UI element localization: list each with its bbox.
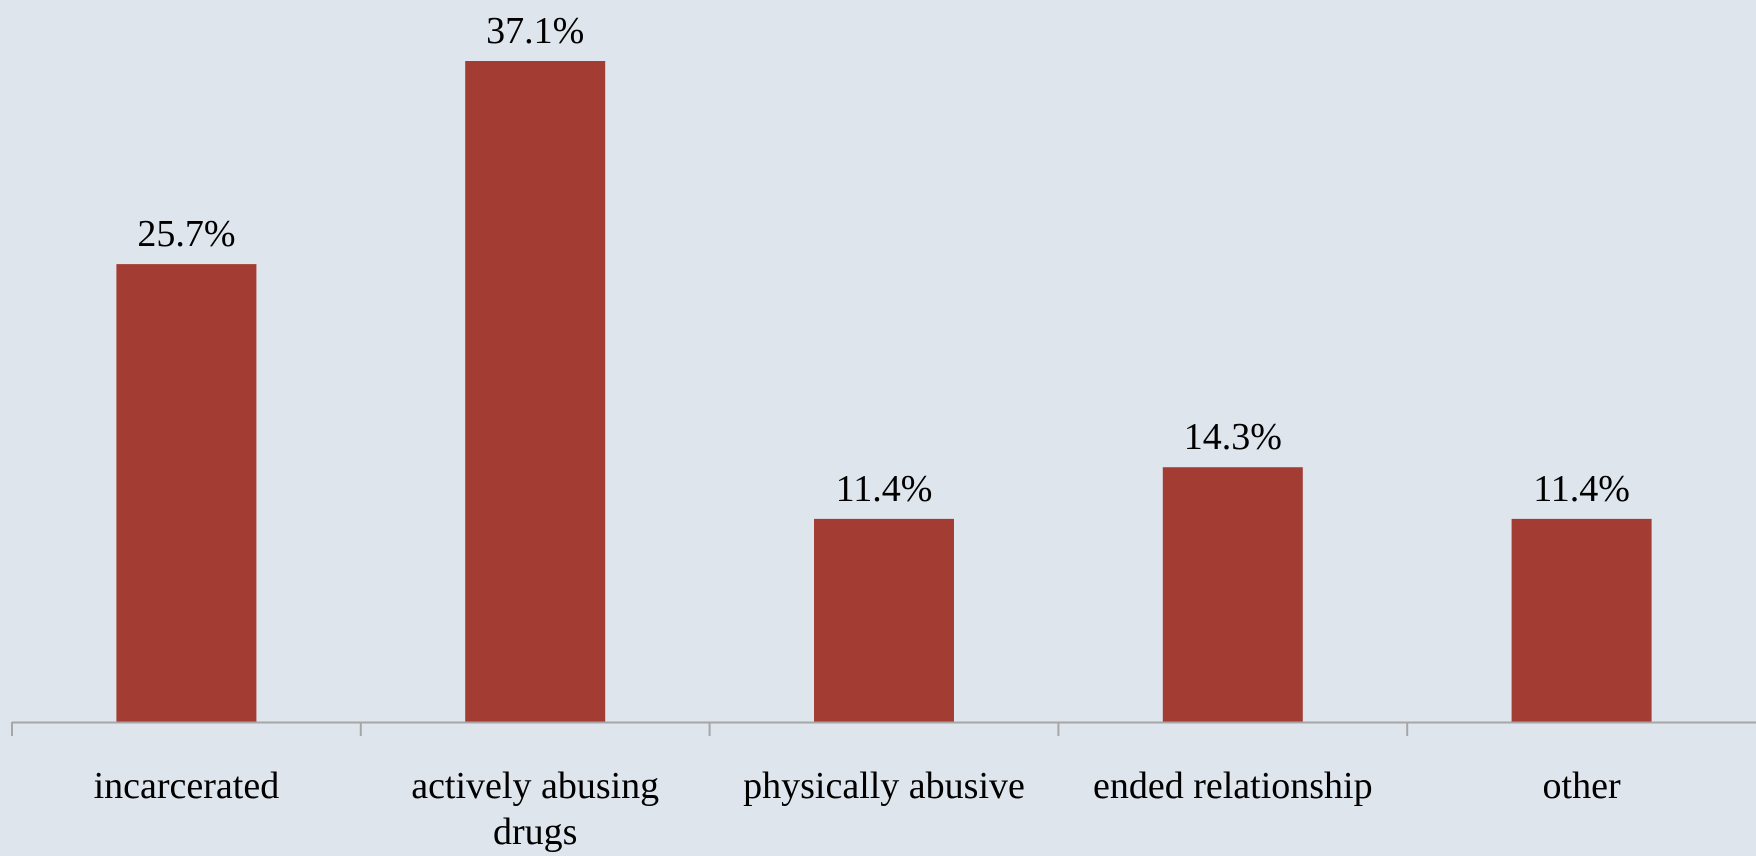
category-label-4: other [1543,765,1621,807]
category-label-line: physically abusive [743,765,1025,807]
category-label-3: ended relationship [1093,765,1373,807]
category-label-line: incarcerated [94,765,280,807]
bars-group [116,61,1652,722]
category-label-line: other [1543,765,1621,807]
value-label-1: 37.1% [486,10,584,52]
value-label-2: 11.4% [836,468,933,510]
bar-4 [1511,518,1652,722]
category-label-0: incarcerated [94,765,280,807]
category-labels-group: incarcerated actively abusing drugs physica… [94,765,1621,853]
value-labels-group: 25.7% 37.1% 11.4% 14.3% 11.4% [137,10,1630,510]
bar-3 [1162,467,1303,722]
value-label-3: 14.3% [1184,416,1282,458]
category-label-line: drugs [493,811,577,853]
category-label-line: ended relationship [1093,765,1373,807]
category-label-2: physically abusive [743,765,1025,807]
bar-2 [814,518,954,722]
category-label-1: actively abusing drugs [411,765,659,853]
x-axis [11,721,1756,736]
value-label-4: 11.4% [1533,468,1630,510]
bar-1 [465,61,606,722]
bar-0 [116,264,257,722]
value-label-0: 25.7% [137,213,235,255]
category-label-line: actively abusing [411,765,659,807]
